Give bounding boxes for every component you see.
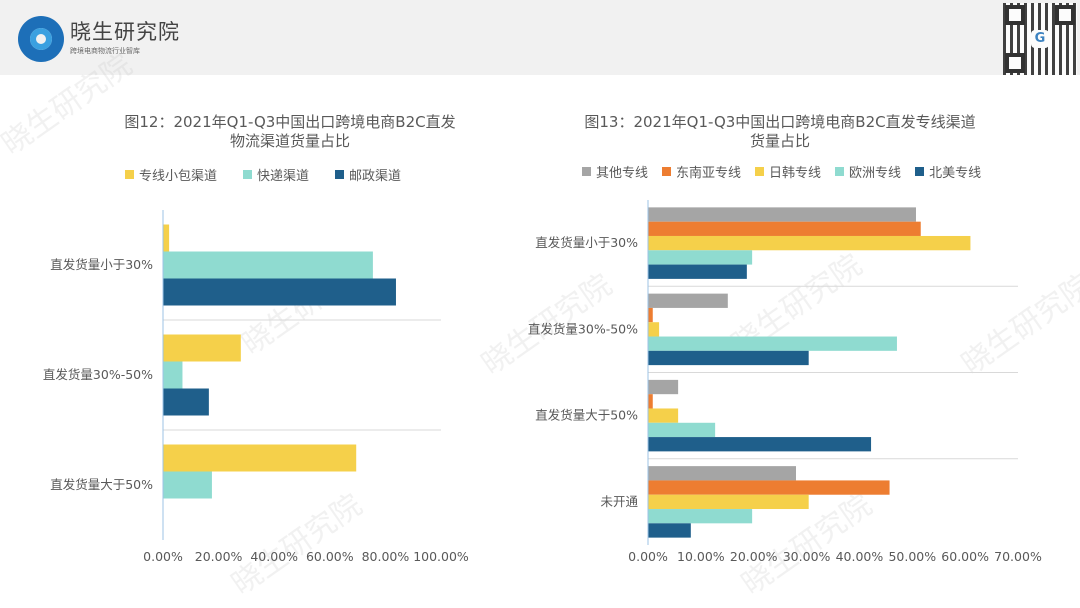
bar bbox=[648, 235, 971, 251]
bar bbox=[648, 379, 679, 395]
x-tick-label: 60.00% bbox=[941, 549, 989, 564]
bar bbox=[163, 388, 209, 416]
legend-item: 北美专线 bbox=[915, 162, 981, 181]
legend-label: 邮政渠道 bbox=[349, 169, 402, 184]
bar bbox=[163, 224, 170, 252]
legend-swatch bbox=[835, 167, 845, 176]
x-tick-label: 40.00% bbox=[836, 549, 884, 564]
legend-label: 专线小包渠道 bbox=[139, 169, 218, 184]
bar bbox=[648, 221, 921, 236]
legend-label: 日韩专线 bbox=[769, 166, 822, 181]
chart2-legend: 其他专线 东南亚专线 日韩专线 欧洲专线 北美专线 bbox=[582, 162, 981, 181]
legend-swatch bbox=[662, 167, 672, 176]
x-tick-label: 40.00% bbox=[250, 549, 298, 564]
legend-swatch bbox=[335, 170, 345, 179]
bar bbox=[648, 322, 660, 337]
x-tick-label: 100.00% bbox=[413, 549, 469, 564]
legend-item: 日韩专线 bbox=[755, 162, 821, 181]
x-tick-label: 30.00% bbox=[783, 549, 831, 564]
x-tick-label: 50.00% bbox=[888, 549, 936, 564]
legend-label: 其他专线 bbox=[596, 166, 649, 181]
bar bbox=[648, 207, 916, 222]
bar bbox=[648, 250, 753, 265]
chart2-title: 图13：2021年Q1-Q3中国出口跨境电商B2C直发专线渠道 货量占比 bbox=[540, 113, 1020, 151]
bar bbox=[163, 278, 396, 306]
chart1-plot: 直发货量小于30% 直发货量30%-50% 直发货量大于50% 0.00% 20.00%… bbox=[43, 210, 469, 564]
bar bbox=[648, 293, 728, 308]
legend-item: 专线小包渠道 bbox=[125, 165, 217, 184]
bar bbox=[648, 480, 890, 495]
x-tick-label: 0.00% bbox=[628, 549, 668, 564]
bar bbox=[163, 471, 212, 499]
x-tick-label: 70.00% bbox=[994, 549, 1042, 564]
category-label: 直发货量大于50% bbox=[50, 477, 153, 492]
category-label: 直发货量30%-50% bbox=[43, 367, 153, 382]
legend-swatch bbox=[243, 170, 253, 179]
x-tick-label: 20.00% bbox=[730, 549, 778, 564]
header-bar: 晓生研究院 跨境电商物流行业智库 G bbox=[0, 0, 1080, 75]
bar bbox=[648, 437, 872, 452]
bar bbox=[648, 394, 653, 409]
legend-swatch bbox=[125, 170, 134, 179]
chart2-title-line2: 货量占比 bbox=[749, 132, 810, 150]
legend-label: 东南亚专线 bbox=[676, 166, 742, 181]
chart1-title-line1: 图12：2021年Q1-Q3中国出口跨境电商B2C直发 bbox=[124, 113, 456, 131]
bar bbox=[163, 444, 357, 472]
bar bbox=[648, 422, 716, 438]
bar bbox=[648, 264, 747, 279]
legend-swatch bbox=[915, 167, 925, 176]
legend-item: 快递渠道 bbox=[243, 165, 309, 184]
legend-item: 邮政渠道 bbox=[335, 165, 401, 184]
chart1-title-line2: 物流渠道货量占比 bbox=[229, 132, 350, 150]
bar bbox=[648, 466, 796, 481]
bar bbox=[648, 494, 809, 510]
bar bbox=[163, 334, 241, 362]
x-tick-label: 80.00% bbox=[362, 549, 410, 564]
chart2-title-line1: 图13：2021年Q1-Q3中国出口跨境电商B2C直发专线渠道 bbox=[584, 113, 976, 131]
qr-code-icon: G bbox=[1003, 3, 1077, 75]
legend-swatch bbox=[755, 167, 765, 176]
category-label: 直发货量小于30% bbox=[50, 257, 153, 272]
legend-label: 快递渠道 bbox=[257, 169, 310, 184]
legend-label: 北美专线 bbox=[929, 166, 982, 181]
bar bbox=[648, 509, 753, 524]
bar bbox=[163, 361, 183, 389]
x-tick-label: 60.00% bbox=[306, 549, 354, 564]
category-label: 直发货量大于50% bbox=[535, 408, 638, 423]
bar bbox=[648, 336, 897, 351]
legend-item: 东南亚专线 bbox=[662, 162, 741, 181]
legend-swatch bbox=[582, 167, 591, 176]
brand-subtitle: 跨境电商物流行业智库 bbox=[70, 47, 140, 55]
legend-item: 其他专线 bbox=[582, 162, 648, 181]
chart1-legend: 专线小包渠道 快递渠道 邮政渠道 bbox=[125, 165, 401, 184]
x-tick-label: 0.00% bbox=[143, 549, 183, 564]
legend-item: 欧洲专线 bbox=[835, 162, 901, 181]
logo-icon bbox=[18, 16, 64, 62]
category-label: 直发货量30%-50% bbox=[528, 321, 638, 336]
x-tick-label: 20.00% bbox=[195, 549, 243, 564]
bar bbox=[648, 307, 653, 323]
x-tick-label: 10.00% bbox=[677, 549, 725, 564]
brand-name: 晓生研究院 bbox=[70, 20, 180, 44]
legend-label: 欧洲专线 bbox=[849, 166, 902, 181]
category-label: 直发货量小于30% bbox=[535, 235, 638, 250]
chart1-title: 图12：2021年Q1-Q3中国出口跨境电商B2C直发 物流渠道货量占比 bbox=[60, 113, 520, 151]
bar bbox=[648, 350, 809, 366]
bar bbox=[648, 408, 679, 423]
category-label: 未开通 bbox=[600, 494, 638, 509]
bar bbox=[163, 251, 373, 279]
bar bbox=[648, 523, 691, 538]
